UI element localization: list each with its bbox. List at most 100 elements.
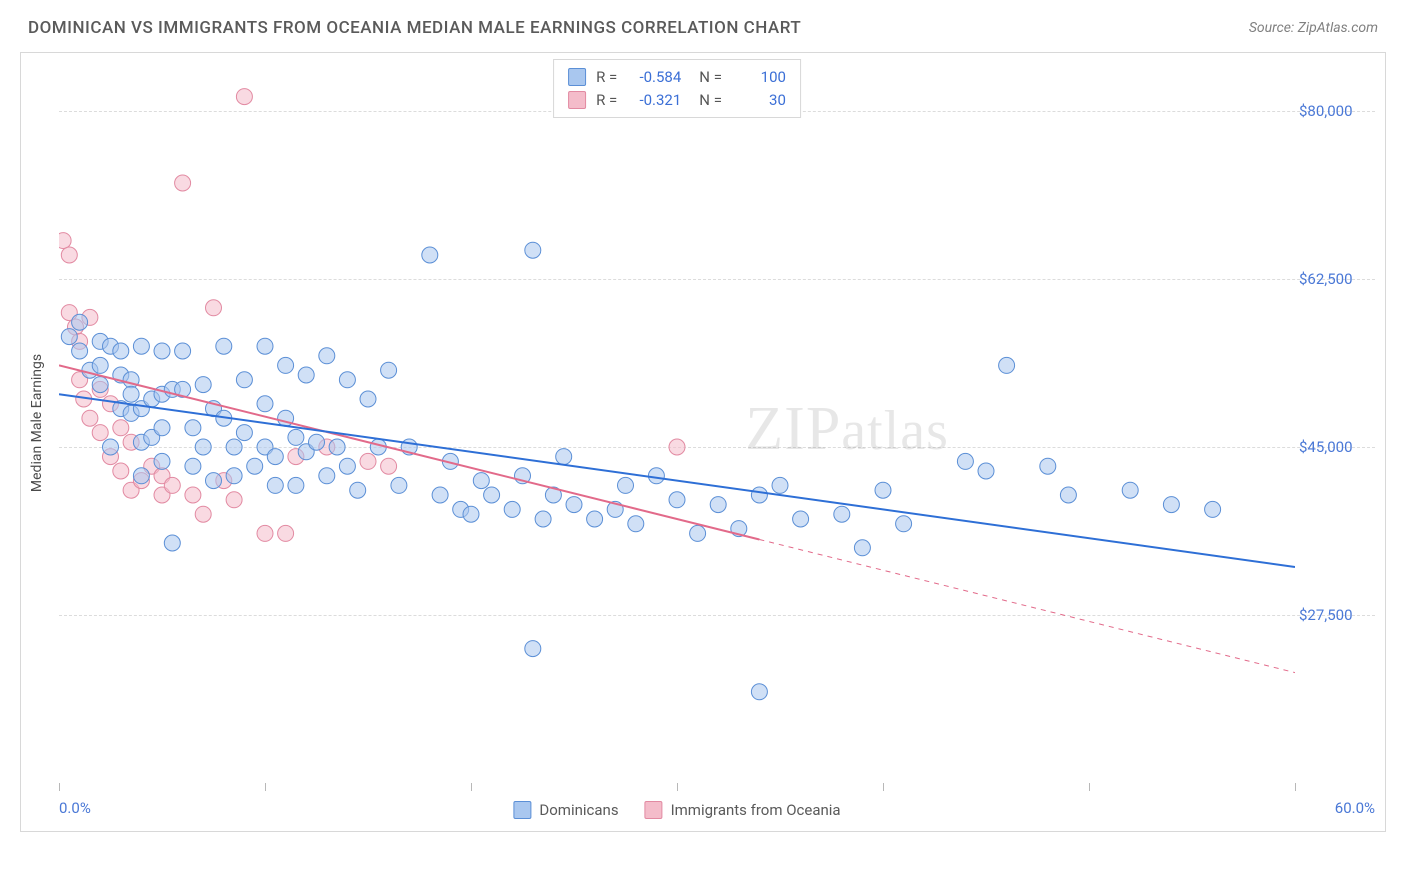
dominicans-point: [278, 357, 294, 373]
stats-row-oceania: R =-0.321N =30: [568, 89, 786, 112]
dominicans-point: [72, 314, 88, 330]
dominicans-point: [999, 357, 1015, 373]
dominicans-point: [957, 453, 973, 469]
dominicans-point: [175, 343, 191, 359]
dominicans-point: [360, 391, 376, 407]
y-axis-label: Median Male Earnings: [29, 354, 45, 492]
dominicans-point: [1040, 458, 1056, 474]
dominicans-point: [195, 439, 211, 455]
dominicans-point: [226, 468, 242, 484]
legend-item-dominicans: Dominicans: [513, 801, 618, 819]
oceania-point: [185, 487, 201, 503]
x-tick-mark: [265, 783, 266, 791]
dominicans-point: [1060, 487, 1076, 503]
oceania-point: [195, 506, 211, 522]
y-tick-label: $45,000: [1299, 438, 1377, 456]
oceania-trendline: [59, 365, 759, 539]
oceania-point: [206, 300, 222, 316]
dominicans-point: [154, 420, 170, 436]
dominicans-point: [133, 468, 149, 484]
dominicans-point: [473, 473, 489, 489]
x-tick-mark: [1089, 783, 1090, 791]
x-axis-max-label: 60.0%: [1335, 799, 1375, 817]
dominicans-point: [854, 540, 870, 556]
dominicans-point: [216, 338, 232, 354]
dominicans-point: [257, 396, 273, 412]
oceania-point: [61, 247, 77, 263]
dominicans-point: [113, 343, 129, 359]
dominicans-point: [257, 338, 273, 354]
oceania-point: [113, 463, 129, 479]
oceania-point: [92, 425, 108, 441]
dominicans-point: [61, 329, 77, 345]
dominicans-point: [628, 516, 644, 532]
dominicans-point: [504, 501, 520, 517]
dominicans-point: [690, 525, 706, 541]
dominicans-point: [185, 420, 201, 436]
dominicans-point: [381, 362, 397, 378]
dominicans-point: [309, 434, 325, 450]
stats-row-dominicans: R =-0.584N =100: [568, 66, 786, 89]
dominicans-point: [185, 458, 201, 474]
dominicans-point: [751, 684, 767, 700]
dominicans-point: [525, 641, 541, 657]
oceania-point: [381, 458, 397, 474]
dominicans-point: [793, 511, 809, 527]
oceania-point: [175, 175, 191, 191]
dominicans-point: [195, 377, 211, 393]
dominicans-point: [298, 367, 314, 383]
dominicans-point: [422, 247, 438, 263]
dominicans-point: [484, 487, 500, 503]
oceania-point: [113, 420, 129, 436]
stats-value-n: 30: [732, 89, 786, 112]
legend-swatch-icon: [513, 801, 531, 819]
legend-label: Immigrants from Oceania: [671, 801, 841, 819]
scatter-plot-svg: [59, 63, 1295, 783]
dominicans-point: [463, 506, 479, 522]
oceania-point: [278, 525, 294, 541]
dominicans-point: [206, 473, 222, 489]
legend-bottom: Dominicans Immigrants from Oceania: [513, 801, 840, 819]
x-tick-mark: [59, 783, 60, 791]
x-axis-min-label: 0.0%: [59, 799, 91, 817]
x-tick-mark: [677, 783, 678, 791]
y-tick-label: $27,500: [1299, 606, 1377, 624]
oceania-point: [236, 89, 252, 105]
dominicans-point: [556, 449, 572, 465]
dominicans-point: [103, 439, 119, 455]
dominicans-point: [247, 458, 263, 474]
dominicans-point: [288, 477, 304, 493]
dominicans-point: [339, 372, 355, 388]
dominicans-point: [154, 343, 170, 359]
dominicans-point: [319, 348, 335, 364]
oceania-point: [59, 233, 71, 249]
stats-value-r: -0.321: [627, 89, 681, 112]
legend-item-oceania: Immigrants from Oceania: [645, 801, 841, 819]
stats-label-r: R =: [596, 66, 617, 89]
stats-label-n: N =: [699, 89, 722, 112]
dominicans-point: [92, 377, 108, 393]
oceania-trendline-extrapolated: [759, 539, 1295, 672]
x-tick-mark: [883, 783, 884, 791]
dominicans-point: [710, 497, 726, 513]
dominicans-point: [525, 242, 541, 258]
oceania-point: [257, 525, 273, 541]
dominicans-point: [391, 477, 407, 493]
dominicans-point: [350, 482, 366, 498]
dominicans-point: [319, 468, 335, 484]
dominicans-point: [154, 453, 170, 469]
y-tick-label: $80,000: [1299, 102, 1377, 120]
y-tick-label: $62,500: [1299, 270, 1377, 288]
oceania-point: [164, 477, 180, 493]
source-attribution: Source: ZipAtlas.com: [1249, 20, 1378, 36]
dominicans-trendline: [59, 394, 1295, 567]
dominicans-point: [587, 511, 603, 527]
dominicans-point: [133, 338, 149, 354]
stats-label-n: N =: [699, 66, 722, 89]
plot-area: Median Male Earnings ZIPatlas R =-0.584N…: [59, 63, 1295, 783]
dominicans-point: [751, 487, 767, 503]
dominicans-point: [772, 477, 788, 493]
stats-swatch-icon: [568, 91, 586, 109]
correlation-stats-box: R =-0.584N =100R = -0.321 N = 30: [553, 59, 801, 118]
oceania-point: [226, 492, 242, 508]
